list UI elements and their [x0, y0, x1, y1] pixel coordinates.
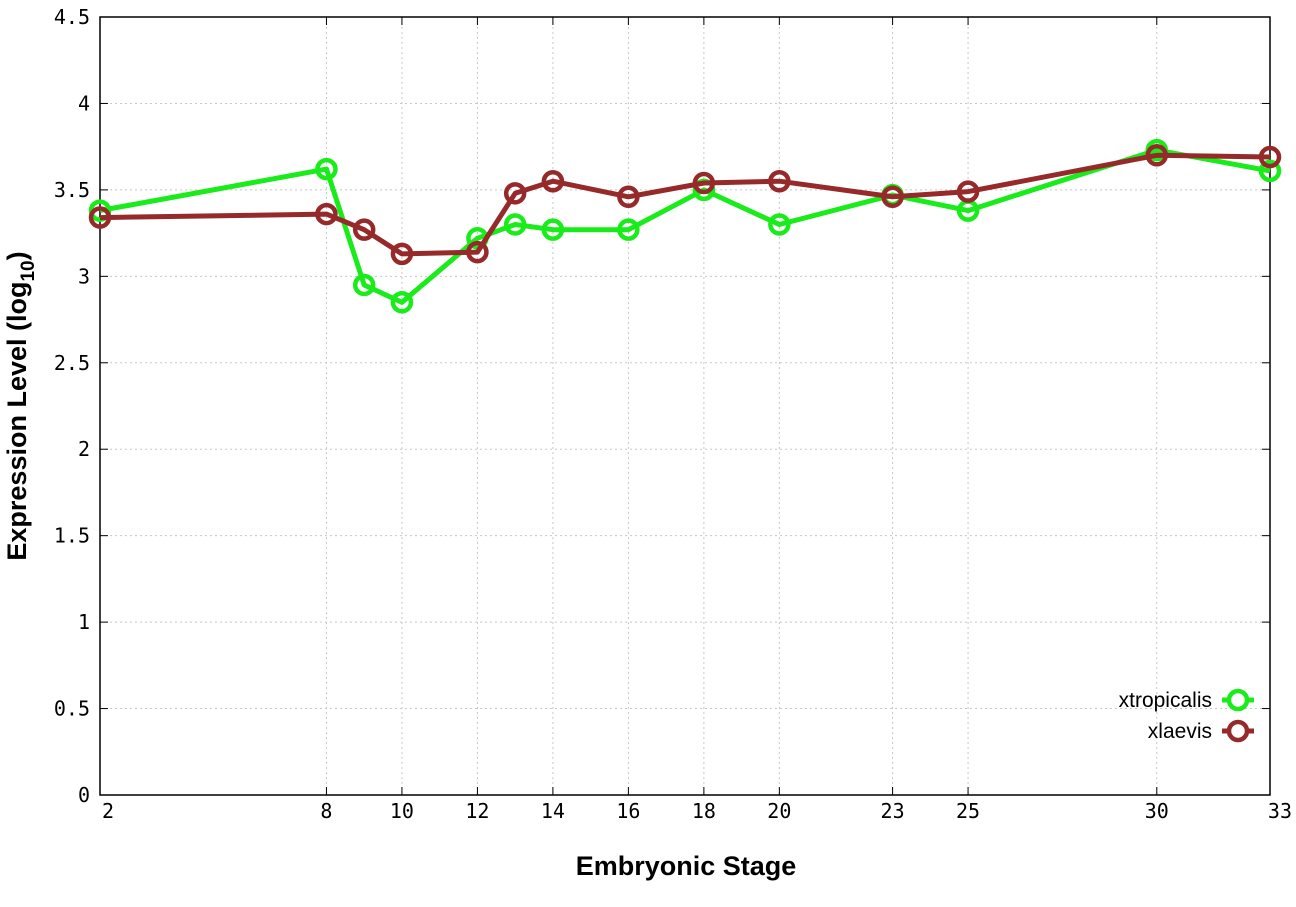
- x-tick-label: 33: [1268, 799, 1292, 823]
- y-tick-label: 3: [78, 264, 90, 288]
- data-point-xlaevis: [390, 242, 414, 266]
- x-tick-label: 16: [616, 799, 640, 823]
- x-tick-label: 8: [320, 799, 332, 823]
- y-tick-label: 2.5: [54, 351, 90, 375]
- x-tick-label: 10: [390, 799, 414, 823]
- data-point-xlaevis: [503, 182, 527, 205]
- data-point-xlaevis: [692, 171, 716, 195]
- x-tick-label: 18: [692, 799, 716, 823]
- data-point-xlaevis: [88, 206, 112, 229]
- x-axis-title: Embryonic Stage: [576, 851, 797, 881]
- legend-marker: [1226, 719, 1250, 743]
- legend-key-xtropicalis: [1222, 688, 1254, 712]
- data-point-xlaevis: [352, 218, 376, 241]
- x-tick-label: 30: [1145, 799, 1169, 823]
- axis-ticks: 0 0.5 1 1.5 2 2.5 3 3.5 4 4.5 2 8 10 12 14 16 18 20 23 25 30…: [54, 5, 1292, 823]
- legend-label-xtropicalis: xtropicalis: [1119, 689, 1212, 712]
- legend: xtropicalis xlaevis: [1119, 688, 1254, 743]
- data-point-xlaevis: [315, 202, 338, 226]
- x-tick-label: 14: [541, 799, 565, 823]
- data-point-xtropicalis: [315, 157, 338, 181]
- y-tick-label: 2: [78, 437, 90, 461]
- y-tick-label: 3.5: [54, 178, 90, 202]
- data-point-xtropicalis: [390, 291, 414, 314]
- y-tick-label: 0.5: [54, 697, 90, 721]
- series: [88, 138, 1282, 314]
- legend-key-xlaevis: [1222, 719, 1254, 743]
- y-tick-label: 1: [78, 610, 90, 634]
- legend-marker: [1226, 688, 1250, 712]
- data-point-xlaevis: [617, 185, 640, 209]
- y-axis-title: Expression Level (log10): [2, 251, 39, 560]
- data-point-xlaevis: [956, 180, 980, 203]
- y-tick-label: 4: [78, 91, 90, 115]
- data-point-xlaevis: [466, 240, 489, 264]
- data-point-xtropicalis: [1258, 159, 1282, 183]
- data-point-xlaevis: [541, 169, 565, 193]
- data-point-xtropicalis: [352, 273, 376, 297]
- y-tick-label: 4.5: [54, 5, 90, 29]
- y-tick-label: 1.5: [54, 524, 90, 548]
- data-point-xlaevis: [1145, 144, 1169, 167]
- x-tick-label: 12: [465, 799, 489, 823]
- y-tick-label: 0: [78, 783, 90, 807]
- x-tick-label: 23: [881, 799, 905, 823]
- series-xlaevis: [88, 144, 1282, 266]
- data-point-xtropicalis: [88, 199, 112, 222]
- series-line-xtropicalis: [99, 147, 1271, 305]
- data-point-xtropicalis: [768, 213, 791, 236]
- x-tick-label: 25: [956, 799, 980, 823]
- data-point-xlaevis: [768, 169, 791, 193]
- data-point-xtropicalis: [503, 213, 527, 236]
- x-tick-label: 20: [767, 799, 791, 823]
- x-tick-label: 2: [102, 799, 114, 823]
- data-point-xtropicalis: [541, 218, 565, 241]
- grid: [100, 17, 1270, 795]
- plot-frame: [99, 16, 1271, 796]
- series-xtropicalis: [88, 138, 1282, 314]
- data-point-xlaevis: [881, 185, 904, 209]
- data-point-xtropicalis: [617, 218, 640, 241]
- legend-label-xlaevis: xlaevis: [1148, 720, 1212, 743]
- data-point-xlaevis: [1258, 145, 1282, 169]
